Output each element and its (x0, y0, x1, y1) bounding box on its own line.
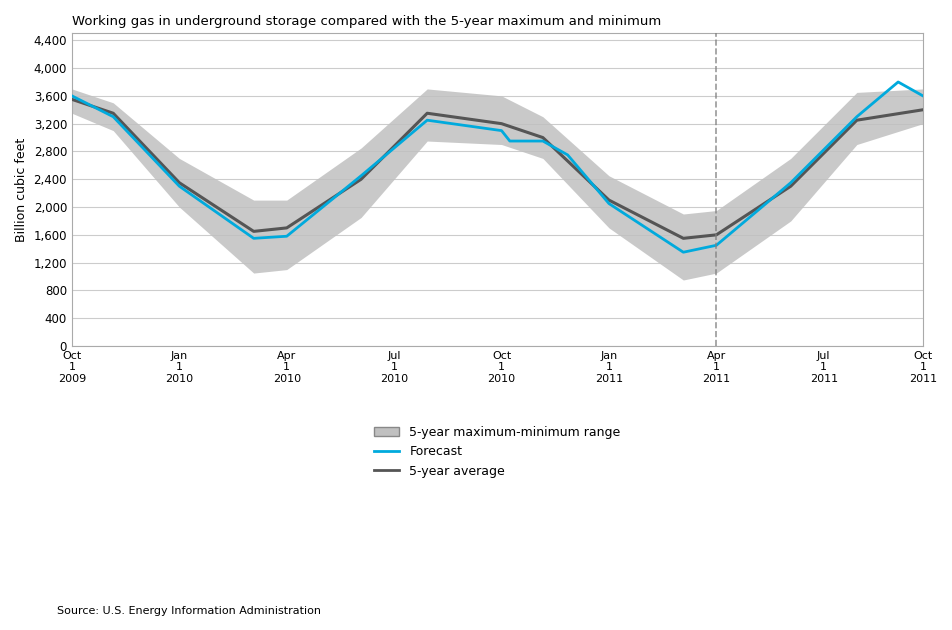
Text: Working gas in underground storage compared with the 5-year maximum and minimum: Working gas in underground storage compa… (72, 15, 662, 28)
Legend: 5-year maximum-minimum range, Forecast, 5-year average: 5-year maximum-minimum range, Forecast, … (369, 421, 625, 483)
Y-axis label: Billion cubic feet: Billion cubic feet (15, 137, 28, 242)
Text: Source: U.S. Energy Information Administration: Source: U.S. Energy Information Administ… (57, 606, 321, 616)
